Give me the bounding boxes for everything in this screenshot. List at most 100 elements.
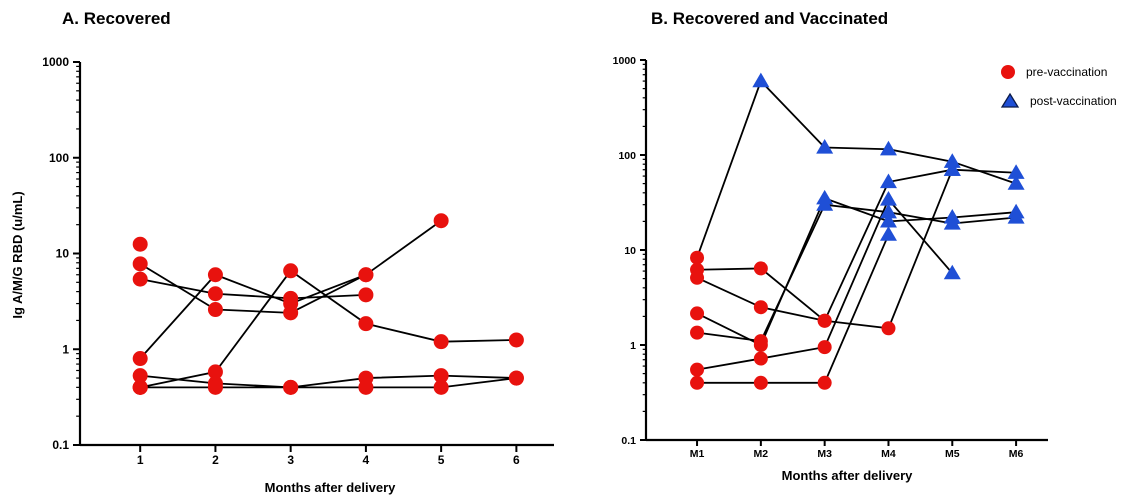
- panel-b-series-4-point-1-circle: [690, 306, 705, 321]
- panel-a-axes: 0.1 1 10 100 1000 1 2 3 4 5 6: [42, 55, 554, 467]
- panel-b-axes: 0.1 1 10 100 1000 M1 M2 M3 M4 M5 M6: [613, 55, 1048, 460]
- panel-a-series-3-point-4-circle: [358, 287, 374, 303]
- panel-a-series-1-line: [139, 219, 442, 360]
- panel-a-title: A. Recovered: [62, 9, 171, 28]
- panel-b-series-1-point-1-circle: [690, 250, 705, 265]
- panel-a-x-tick-label: 2: [212, 453, 219, 467]
- panel-b-series-7-point-1-circle: [690, 375, 705, 390]
- panel-b-x-tick-label: M3: [817, 448, 832, 460]
- panel-b-x-tick-label: M6: [1009, 448, 1024, 460]
- panel-b-series-1-point-2-triangle: [752, 72, 770, 88]
- panel-b-series-3-point-2-circle: [753, 300, 768, 315]
- panel-b-series-6-point-1-circle: [690, 362, 705, 377]
- panel-b-series-1-point-3-triangle: [816, 138, 834, 154]
- panel-b-series-lines: [696, 79, 1017, 384]
- panel-b-series-2-point-6-triangle: [1007, 164, 1025, 179]
- panel-a-series-4-line: [140, 269, 517, 389]
- panel-b-series-1-line: [696, 79, 1017, 258]
- panel-a-series-1-point-2-circle: [207, 267, 223, 283]
- panel-b-series-3-point-1-circle: [690, 270, 705, 285]
- panel-b-series-1-point-6-triangle: [1007, 175, 1025, 190]
- panel-b-y-tick-label: 1: [630, 340, 636, 352]
- panel-b-series-3-point-5-triangle: [943, 161, 961, 176]
- panel-a-series-5-line: [140, 374, 517, 389]
- panel-a-series-6-point-2-circle: [207, 379, 223, 395]
- panel-b-legend: pre-vaccination post-vaccination: [1000, 65, 1117, 108]
- panel-b-series-7-point-4-triangle: [879, 226, 897, 241]
- panel-b-series-2-point-4-triangle: [879, 173, 897, 189]
- panel-a-series-6-point-4-circle: [358, 379, 374, 395]
- panel-b-series-2-line: [697, 168, 1017, 323]
- panel-a-x-tick-label: 4: [363, 453, 370, 467]
- panel-a-series-6-point-5-circle: [433, 379, 449, 395]
- panel-a-x-tick-label: 1: [137, 453, 144, 467]
- panel-a-x-tick-label: 3: [287, 453, 294, 467]
- panel-a-y-tick-label: 1: [62, 342, 69, 356]
- panel-a-series-4-point-5-circle: [433, 334, 449, 350]
- panel-b-series-5-point-2-circle: [753, 334, 768, 349]
- panel-b-x-tick-label: M4: [881, 448, 896, 460]
- panel-b-series-3-point-4-circle: [881, 321, 896, 336]
- panel-a-series-3-point-2-circle: [207, 286, 223, 302]
- legend-pre-vaccination-label: pre-vaccination: [1026, 65, 1107, 79]
- panel-a-y-tick-label: 0.1: [52, 438, 69, 452]
- legend-pre-vaccination-marker: [1001, 65, 1015, 79]
- panel-b-series-6-point-3-circle: [817, 340, 832, 355]
- panel-b-x-tick-label: M5: [945, 448, 960, 460]
- panel-a-series-2-point-2-circle: [207, 302, 223, 318]
- panel-b-x-tick-label: M2: [754, 448, 769, 460]
- panel-a-x-tick-label: 6: [513, 453, 520, 467]
- panel-b-series-2-point-2-circle: [753, 261, 768, 276]
- legend-post-vaccination-marker: [1000, 92, 1020, 108]
- panel-b-markers: [690, 72, 1025, 390]
- panel-b-series-6-point-4-triangle: [879, 191, 897, 206]
- panel-a-extra-point-1-circle: [132, 236, 148, 252]
- panel-b-x-axis-label: Months after delivery: [782, 468, 914, 483]
- panel-a-extra-point-2-circle: [132, 379, 148, 395]
- panel-b-series-7-point-2-circle: [753, 375, 768, 390]
- panel-a-series-lines: [139, 219, 517, 389]
- panel-b-series-3-point-3-circle: [817, 313, 832, 328]
- panel-a-series-4-point-4-circle: [358, 316, 374, 332]
- legend-post-vaccination-label: post-vaccination: [1030, 94, 1117, 108]
- panel-b-series-5-point-1-circle: [690, 325, 705, 340]
- panel-a-series-2-point-3-circle: [283, 305, 299, 321]
- panel-b-series-6-point-2-circle: [753, 351, 768, 366]
- panel-a-series-2-point-1-circle: [132, 256, 148, 272]
- panel-a-series-4-point-6-circle: [508, 332, 524, 348]
- panel-b-series-1-point-5-triangle: [943, 153, 961, 168]
- panel-a-y-tick-label: 1000: [42, 55, 69, 69]
- panel-a-series-1-point-1-circle: [132, 351, 148, 367]
- panel-b-series-1-point-4-triangle: [879, 140, 897, 156]
- panel-a-series-6-point-6-circle: [508, 370, 524, 386]
- panel-a-series-3-point-3-circle: [283, 290, 299, 306]
- panel-b-x-tick-label: M1: [690, 448, 705, 460]
- panel-a-recovered: A. Recovered Ig A/M/G RBD (u/mL) Months …: [10, 9, 554, 495]
- panel-b-title: B. Recovered and Vaccinated: [651, 9, 888, 28]
- panel-a-series-4-point-3-circle: [283, 263, 299, 279]
- panel-a-x-tick-label: 5: [438, 453, 445, 467]
- panel-b-series-5-point-3-triangle: [816, 196, 834, 211]
- panel-a-series-4-point-2-circle: [207, 364, 223, 380]
- panel-b-series-7-line: [697, 234, 890, 384]
- panel-a-series-6-line: [140, 377, 517, 389]
- panel-a-x-axis-label: Months after delivery: [265, 480, 397, 495]
- panel-b-y-tick-label: 100: [618, 150, 636, 162]
- panel-b-y-tick-label: 1000: [613, 55, 637, 67]
- panel-a-series-3-point-1-circle: [132, 271, 148, 287]
- panel-a-markers: [132, 213, 524, 395]
- panel-b-series-5-point-4-triangle: [879, 203, 897, 219]
- panel-b-y-tick-label: 0.1: [621, 435, 636, 447]
- panel-b-series-6-point-5-triangle: [943, 264, 961, 280]
- panel-a-y-tick-label: 100: [49, 151, 69, 165]
- panel-a-series-2-point-4-circle: [358, 267, 374, 283]
- panel-b-series-5-line: [696, 203, 1017, 343]
- panel-b-series-5-point-5-triangle: [943, 215, 961, 230]
- panel-a-series-5-point-1-circle: [132, 368, 148, 384]
- panel-a-y-axis-label: Ig A/M/G RBD (u/mL): [10, 191, 25, 318]
- panel-b-y-tick-label: 10: [624, 245, 636, 257]
- panel-a-series-1-point-5-circle: [433, 213, 449, 229]
- panel-a-y-tick-label: 10: [56, 247, 70, 261]
- panel-b-series-4-point-4-triangle: [879, 212, 897, 228]
